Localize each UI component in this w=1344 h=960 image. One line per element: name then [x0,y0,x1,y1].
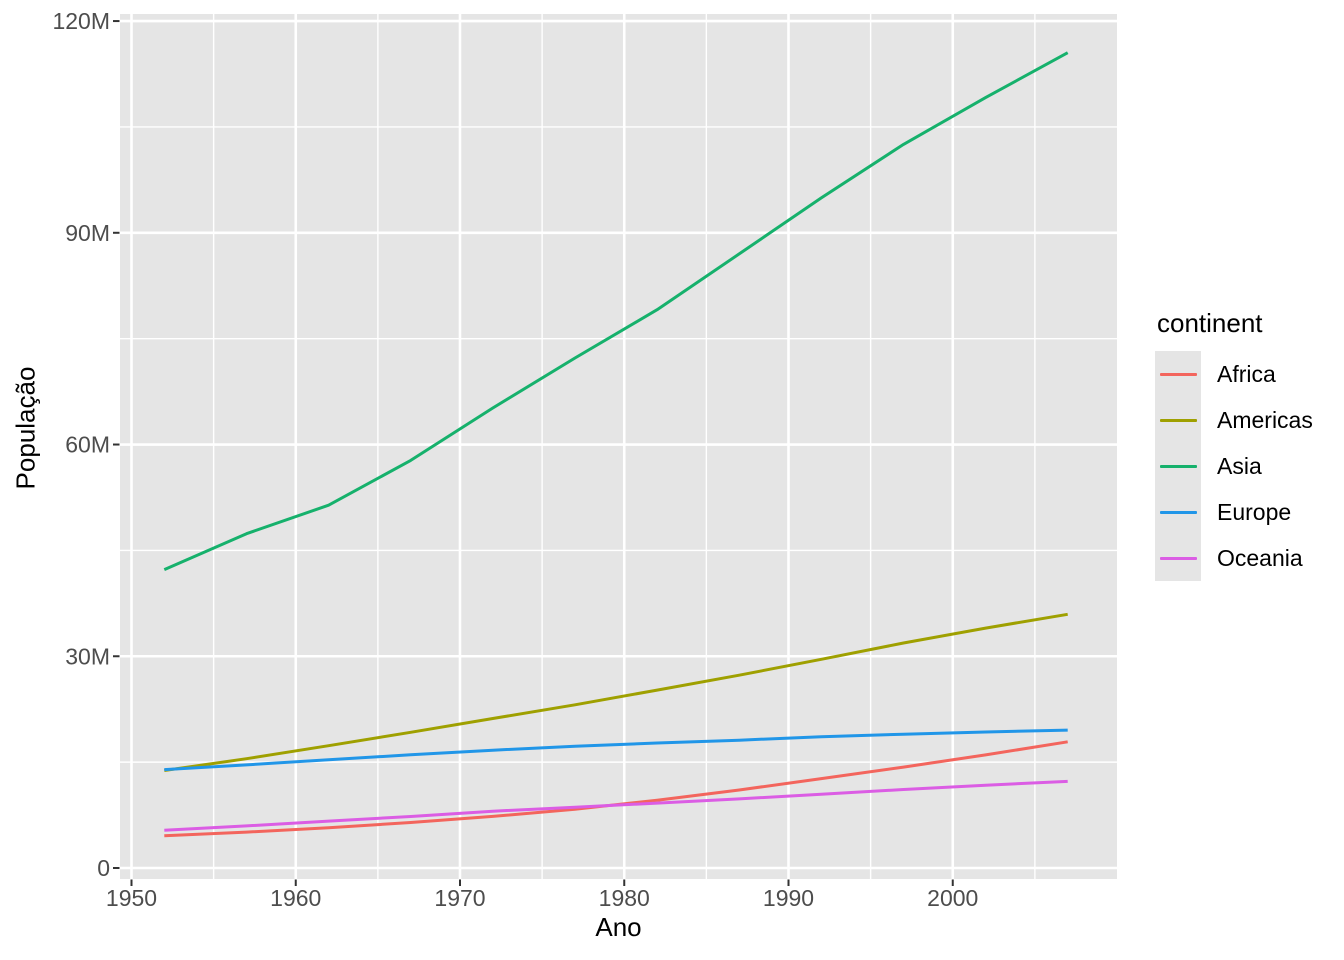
plot-panel [120,14,1117,879]
x-tick-label: 1960 [270,885,321,911]
legend-item-label: Asia [1217,452,1262,479]
x-tick-label: 1950 [106,885,157,911]
legend-item-label: Americas [1217,406,1313,433]
y-tick-label: 0 [97,855,110,881]
legend-item-label: Oceania [1217,544,1303,571]
legend-item-europe: Europe [1155,489,1313,535]
x-tick-label: 1970 [434,885,485,911]
legend-key-line-icon [1159,556,1197,560]
x-axis-title: Ano [595,912,642,942]
legend: continent Africa Americas Asia Europe Oceani… [1155,308,1313,581]
legend-item-asia: Asia [1155,443,1313,489]
legend-key [1155,443,1201,489]
y-tick-label: 30M [65,643,110,669]
legend-item-oceania: Oceania [1155,535,1313,581]
legend-key [1155,397,1201,443]
series-line-asia [163,51,1069,571]
legend-item-africa: Africa [1155,351,1313,397]
legend-item-label: Africa [1217,360,1276,387]
legend-key [1155,489,1201,535]
legend-title: continent [1157,308,1263,338]
series-line-europe [164,728,1068,772]
x-tick-label: 1990 [763,885,814,911]
legend-key-line-icon [1159,510,1197,514]
legend-item-americas: Americas [1155,397,1313,443]
legend-key [1155,535,1201,581]
legend-key [1155,351,1201,397]
x-tick-label: 2000 [927,885,978,911]
series-line-americas [164,612,1068,772]
series-line-oceania [164,779,1068,832]
y-axis-title: População [10,366,41,490]
legend-items: Africa Americas Asia Europe Oceania [1155,351,1313,581]
legend-key-line-icon [1159,372,1197,376]
legend-key-line-icon [1159,418,1197,422]
y-tick-label: 90M [65,220,110,246]
y-tick-label: 120M [52,8,110,34]
x-tick-label: 1980 [599,885,650,911]
y-tick-label: 60M [65,432,110,458]
legend-item-label: Europe [1217,498,1292,525]
legend-key-line-icon [1159,464,1197,468]
